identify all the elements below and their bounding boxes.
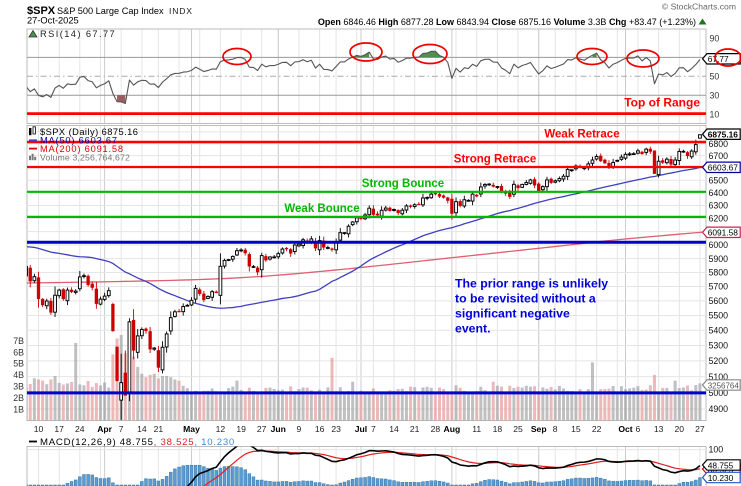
svg-text:30: 30 [710, 91, 720, 101]
svg-text:MA(200) 6091.58: MA(200) 6091.58 [40, 144, 124, 154]
svg-text:48.755: 48.755 [708, 460, 734, 470]
svg-text:Strong Retrace: Strong Retrace [454, 154, 536, 166]
svg-text:7: 7 [119, 424, 124, 434]
svg-text:18: 18 [493, 424, 503, 434]
svg-text:25: 25 [513, 424, 523, 434]
svg-text:15: 15 [571, 424, 581, 434]
svg-text:Jun: Jun [271, 424, 286, 434]
svg-text:MACD(12,26,9) 48.755, 38.525,: MACD(12,26,9) 48.755, 38.525, 10.230 [40, 437, 235, 448]
svg-text:3256764: 3256764 [708, 381, 740, 390]
svg-text:Strong Bounce: Strong Bounce [362, 178, 444, 190]
svg-text:INDX: INDX [169, 6, 193, 16]
svg-text:19: 19 [236, 424, 246, 434]
svg-text:10: 10 [34, 424, 44, 434]
svg-text:6400: 6400 [709, 188, 729, 198]
svg-text:The prior range is unlikely: The prior range is unlikely [455, 276, 608, 290]
svg-text:6B: 6B [13, 347, 24, 357]
svg-text:12: 12 [216, 424, 226, 434]
svg-text:16: 16 [315, 424, 325, 434]
svg-text:5000: 5000 [709, 388, 729, 398]
svg-text:6700: 6700 [709, 151, 729, 161]
svg-text:27: 27 [695, 424, 705, 434]
svg-text:6000: 6000 [709, 240, 729, 250]
svg-text:22: 22 [592, 424, 602, 434]
svg-text:5400: 5400 [709, 326, 729, 336]
svg-text:5700: 5700 [709, 282, 729, 292]
svg-text:Volume 3,256,764,672: Volume 3,256,764,672 [40, 152, 130, 162]
svg-text:2B: 2B [13, 393, 24, 403]
svg-text:4900: 4900 [709, 404, 729, 414]
svg-text:Oct: Oct [618, 424, 632, 434]
svg-text:Weak Bounce: Weak Bounce [284, 203, 359, 215]
svg-text:6603.67: 6603.67 [708, 163, 739, 173]
svg-text:Jul: Jul [355, 424, 367, 434]
svg-text:27-Oct-2025: 27-Oct-2025 [27, 15, 79, 25]
svg-text:Weak Retrace: Weak Retrace [544, 129, 619, 141]
svg-text:Sep: Sep [531, 424, 547, 434]
svg-text:$SPX: $SPX [27, 5, 56, 17]
svg-text:28: 28 [431, 424, 441, 434]
svg-text:5900: 5900 [709, 254, 729, 264]
svg-text:6875.16: 6875.16 [708, 130, 739, 140]
svg-text:Top of Range: Top of Range [624, 96, 700, 110]
svg-text:5B: 5B [13, 359, 24, 369]
svg-text:8: 8 [553, 424, 558, 434]
svg-text:4B: 4B [13, 370, 24, 380]
svg-text:Open 6846.46 High 6877.28 Low: Open 6846.46 High 6877.28 Low 6843.94 Cl… [318, 17, 696, 27]
svg-text:67.77: 67.77 [708, 54, 729, 64]
svg-text:S&P 500 Large Cap Index: S&P 500 Large Cap Index [57, 6, 164, 16]
svg-text:6: 6 [636, 424, 641, 434]
svg-text:100: 100 [709, 445, 724, 455]
svg-text:5100: 5100 [709, 372, 729, 382]
svg-text:5200: 5200 [709, 356, 729, 366]
svg-text:MA(50) 6603.67: MA(50) 6603.67 [40, 136, 118, 146]
svg-text:5600: 5600 [709, 296, 729, 306]
svg-text:6200: 6200 [709, 214, 729, 224]
svg-text:May: May [183, 424, 200, 434]
svg-text:10.230: 10.230 [708, 473, 734, 483]
svg-text:7: 7 [371, 424, 376, 434]
svg-text:5800: 5800 [709, 268, 729, 278]
svg-text:$SPX (Daily) 6875.16: $SPX (Daily) 6875.16 [40, 127, 138, 137]
svg-text:1B: 1B [13, 404, 24, 414]
svg-text:Aug: Aug [444, 424, 461, 434]
svg-text:9: 9 [297, 424, 302, 434]
svg-text:90: 90 [710, 34, 720, 44]
svg-text:20: 20 [675, 424, 685, 434]
svg-text:5300: 5300 [709, 341, 729, 351]
svg-text:13: 13 [654, 424, 664, 434]
svg-text:14: 14 [389, 424, 399, 434]
svg-text:17: 17 [54, 424, 64, 434]
svg-text:14: 14 [137, 424, 147, 434]
svg-text:RSI(14) 67.77: RSI(14) 67.77 [40, 29, 116, 39]
svg-text:to be revisited without a: to be revisited without a [455, 291, 596, 305]
svg-text:5500: 5500 [709, 311, 729, 321]
svg-text:21: 21 [154, 424, 164, 434]
svg-text:7B: 7B [13, 336, 24, 346]
svg-text:10: 10 [710, 109, 720, 119]
svg-text:6500: 6500 [709, 175, 729, 185]
svg-text:27: 27 [257, 424, 267, 434]
svg-text:23: 23 [331, 424, 341, 434]
svg-text:Apr: Apr [97, 424, 112, 434]
svg-text:6300: 6300 [709, 201, 729, 211]
svg-text:event.: event. [455, 321, 491, 335]
svg-text:© StockCharts.com: © StockCharts.com [662, 2, 736, 12]
svg-text:24: 24 [75, 424, 85, 434]
svg-text:3B: 3B [13, 382, 24, 392]
svg-text:50: 50 [710, 72, 720, 82]
svg-text:11: 11 [472, 424, 481, 434]
svg-text:21: 21 [410, 424, 420, 434]
svg-text:6800: 6800 [709, 139, 729, 149]
svg-text:significant negative: significant negative [455, 306, 570, 320]
svg-text:6091.58: 6091.58 [708, 228, 739, 238]
